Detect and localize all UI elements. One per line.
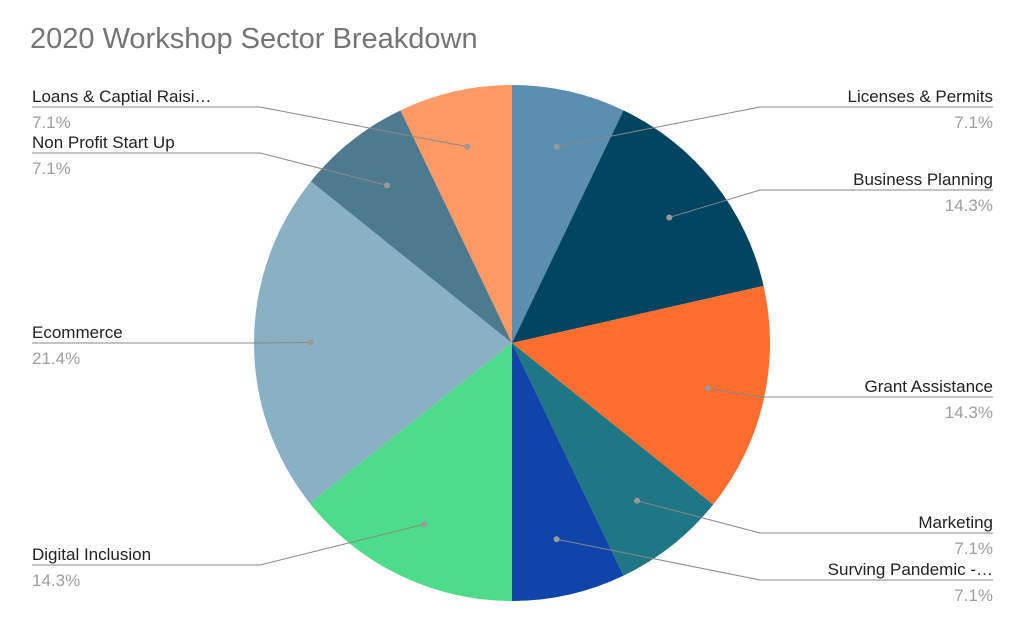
slice-label: Loans & Captial Raisi… [32,87,212,106]
slice-label: Surving Pandemic -… [828,560,993,579]
leader-line [669,189,993,218]
leader-dot [464,143,471,150]
slice-label: Grant Assistance [864,377,993,396]
pie-slice [512,343,624,601]
pie-slice [400,85,512,343]
leader-dot [634,497,641,504]
leader-dot [666,214,673,221]
leader-line [708,387,993,398]
leader-dot [553,143,560,150]
leader-line [32,341,311,344]
leader-line [556,538,993,581]
slice-percent: 14.3% [945,403,993,422]
slice-percent: 14.3% [32,571,80,590]
slice-label: Licenses & Permits [848,87,994,106]
leader-dot [553,536,560,543]
slice-percent: 7.1% [32,113,71,132]
leader-dot [307,339,314,346]
leader-line [32,106,468,148]
leader-dot [705,385,712,392]
slice-label: Ecommerce [32,323,123,342]
leader-line [32,152,388,186]
pie-slice [310,110,512,343]
slice-percent: 7.1% [954,113,993,132]
leader-dot [421,521,428,528]
leader-line [32,523,425,566]
slice-percent: 7.1% [32,159,71,178]
slice-percent: 7.1% [954,586,993,605]
leader-dot [383,182,390,189]
slice-label: Marketing [918,513,993,532]
chart-title: 2020 Workshop Sector Breakdown [30,23,478,55]
slice-label: Business Planning [853,170,993,189]
slice-label: Digital Inclusion [32,545,151,564]
slice-percent: 14.3% [945,196,993,215]
pie-slice [309,343,512,601]
pie-slice [512,285,770,505]
pie-slice [254,181,512,504]
pie-slice [512,110,764,343]
leader-line [636,500,993,534]
pie-slice [512,343,714,576]
slice-label: Non Profit Start Up [32,133,175,152]
slice-percent: 7.1% [954,539,993,558]
pie-slice [512,85,624,343]
slice-percent: 21.4% [32,349,80,368]
leader-line [556,106,993,148]
